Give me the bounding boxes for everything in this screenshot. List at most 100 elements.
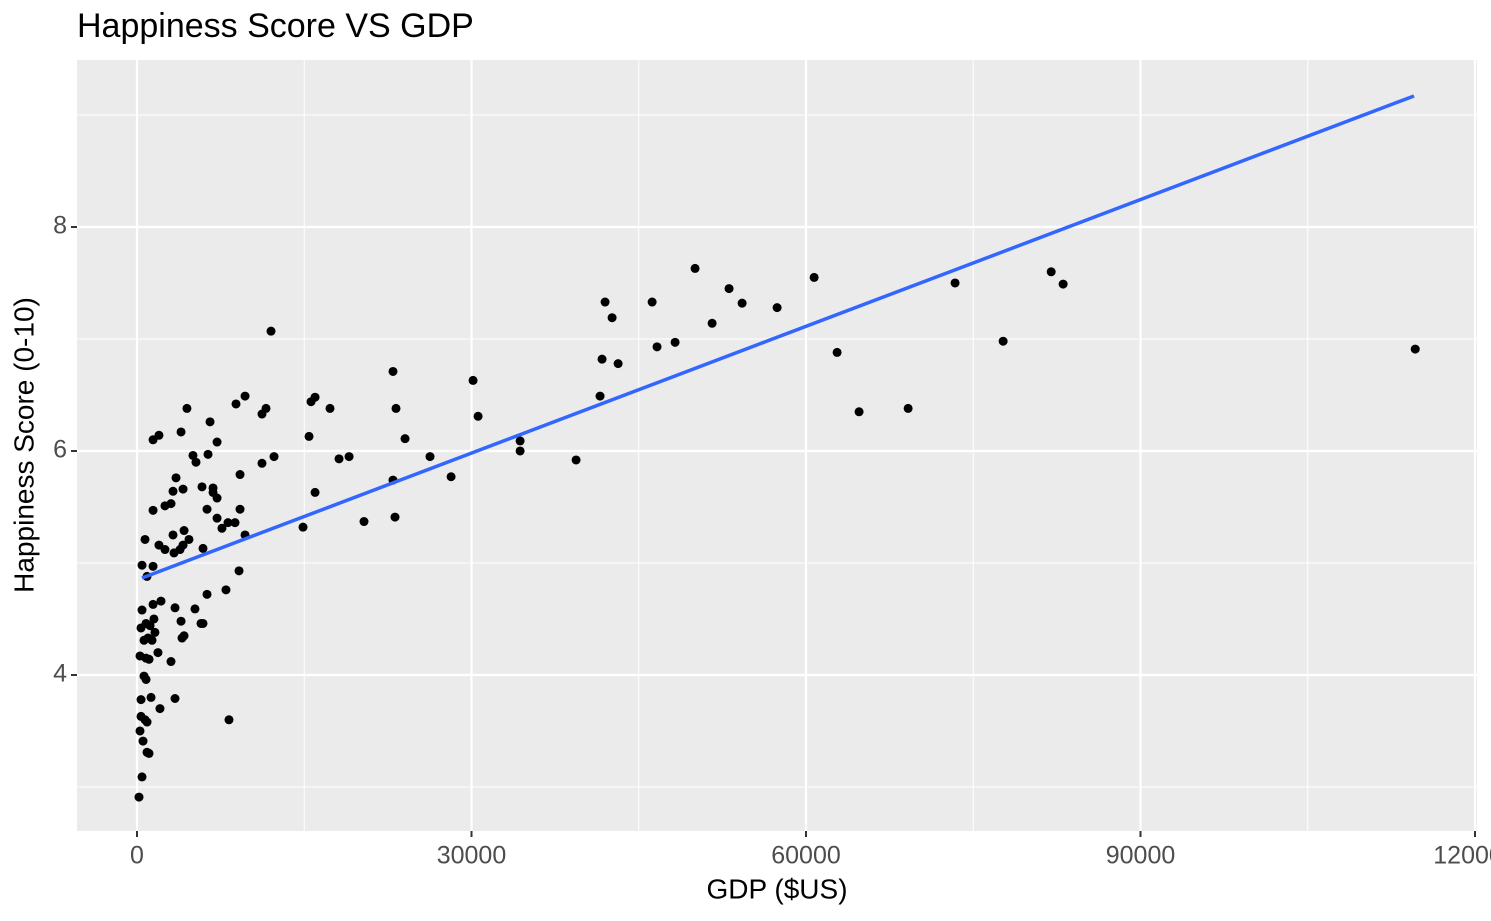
- point: [156, 596, 166, 606]
- point: [597, 354, 607, 364]
- point: [359, 517, 369, 527]
- point: [903, 403, 913, 413]
- point: [212, 437, 222, 447]
- y-tick-label: 8: [53, 212, 67, 240]
- point: [425, 452, 435, 462]
- point: [150, 627, 160, 637]
- point: [144, 748, 154, 758]
- x-tick-label: 60000: [771, 842, 841, 870]
- point: [670, 337, 680, 347]
- point: [146, 692, 156, 702]
- point: [184, 534, 194, 544]
- point: [170, 603, 180, 613]
- point: [1058, 279, 1068, 289]
- point: [144, 654, 154, 664]
- point: [809, 272, 819, 282]
- point: [155, 704, 165, 714]
- point: [154, 430, 164, 440]
- chart-title: Happiness Score VS GDP: [77, 7, 474, 45]
- point: [595, 391, 605, 401]
- x-tick-label: 120000: [1433, 842, 1491, 870]
- point: [148, 505, 158, 515]
- point: [196, 618, 206, 628]
- point: [197, 482, 207, 492]
- point: [166, 499, 176, 509]
- point: [179, 631, 189, 641]
- point: [690, 263, 700, 273]
- point: [168, 486, 178, 496]
- point: [473, 411, 483, 421]
- point: [230, 518, 240, 528]
- x-tick-label: 30000: [437, 842, 507, 870]
- point: [190, 604, 200, 614]
- point: [153, 648, 163, 658]
- x-tick-label: 0: [130, 842, 144, 870]
- point: [166, 657, 176, 667]
- point: [134, 792, 144, 802]
- trend-line: [141, 94, 1415, 580]
- point: [142, 717, 152, 727]
- point: [198, 543, 208, 553]
- point: [182, 403, 192, 413]
- point: [515, 436, 525, 446]
- point: [191, 457, 201, 467]
- point: [223, 518, 233, 528]
- point: [571, 455, 581, 465]
- y-tick-label: 4: [53, 660, 67, 688]
- point: [468, 375, 478, 385]
- point: [304, 431, 314, 441]
- point: [446, 472, 456, 482]
- point: [310, 487, 320, 497]
- point: [515, 446, 525, 456]
- y-tick-label: 6: [53, 436, 67, 464]
- point: [178, 540, 188, 550]
- point: [652, 342, 662, 352]
- x-tick-label: 90000: [1106, 842, 1176, 870]
- point: [141, 674, 151, 684]
- point: [188, 450, 198, 460]
- point: [388, 366, 398, 376]
- point: [600, 297, 610, 307]
- point: [176, 616, 186, 626]
- point: [149, 614, 159, 624]
- point: [168, 530, 178, 540]
- point: [202, 504, 212, 514]
- point: [178, 484, 188, 494]
- point: [148, 599, 158, 609]
- point: [235, 504, 245, 514]
- point: [950, 278, 960, 288]
- point: [724, 284, 734, 294]
- point: [202, 589, 212, 599]
- point: [234, 566, 244, 576]
- point: [647, 297, 657, 307]
- y-axis-label: Happiness Score (0-10): [8, 297, 39, 593]
- point: [205, 417, 215, 427]
- point: [212, 513, 222, 523]
- point: [171, 473, 181, 483]
- point: [231, 399, 241, 409]
- point: [212, 493, 222, 503]
- point: [145, 621, 155, 631]
- point: [269, 452, 279, 462]
- point: [257, 458, 267, 468]
- point: [137, 560, 147, 570]
- point: [344, 452, 354, 462]
- point: [613, 359, 623, 369]
- point: [147, 635, 157, 645]
- point: [391, 403, 401, 413]
- point: [148, 561, 158, 571]
- point: [832, 347, 842, 357]
- point: [1046, 267, 1056, 277]
- point: [707, 318, 717, 328]
- point: [170, 694, 180, 704]
- point: [137, 605, 147, 615]
- point: [998, 336, 1008, 346]
- point: [298, 522, 308, 532]
- point: [140, 534, 150, 544]
- point: [203, 449, 213, 459]
- point: [135, 726, 145, 736]
- point: [160, 545, 170, 555]
- point: [325, 403, 335, 413]
- point: [138, 736, 148, 746]
